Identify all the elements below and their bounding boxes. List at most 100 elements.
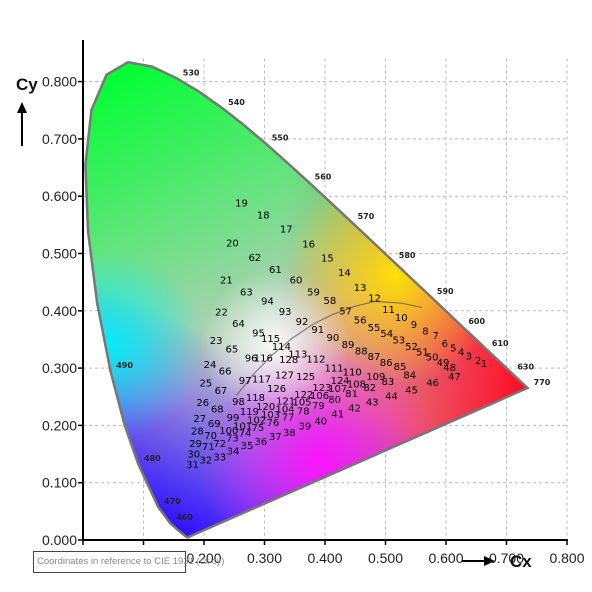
data-point-label: 82 [363,383,376,394]
data-point-label: 47 [448,372,461,383]
data-point-label: 96 [245,353,258,364]
wavelength-label: 590 [437,287,454,296]
wavelength-label: 490 [116,361,133,370]
data-point-label: 67 [215,386,228,397]
data-point-label: 69 [208,419,221,430]
y-tick-label: 0.400 [42,303,77,319]
y-tick-label: 0.300 [42,360,77,376]
data-point-label: 81 [345,389,358,400]
data-point-label: 75 [251,423,264,434]
data-point-label: 60 [290,275,303,286]
data-point-label: 59 [307,287,320,298]
data-point-label: 83 [382,377,395,388]
data-point-label: 106 [310,391,329,402]
data-point-label: 100 [219,426,238,437]
data-point-label: 43 [366,397,379,408]
data-point-label: 5 [450,344,456,355]
data-point-label: 80 [328,395,341,406]
data-point-label: 12 [368,294,381,305]
data-point-label: 51 [416,348,429,359]
data-point-label: 41 [331,409,344,420]
y-tick-label: 0.000 [42,532,77,548]
gamut-fill [85,62,528,538]
data-point-label: 25 [199,378,212,389]
x-axis-title: Cx [510,552,532,571]
data-point-label: 76 [267,418,280,429]
y-tick-label: 0.800 [42,74,77,90]
data-point-label: 34 [227,447,240,458]
data-point-label: 66 [219,366,232,377]
x-tick-label: 0.400 [307,550,342,566]
data-point-label: 128 [279,355,298,366]
data-point-label: 116 [254,353,273,364]
data-point-label: 31 [186,460,199,471]
data-point-label: 93 [279,307,292,318]
data-point-label: 90 [326,333,339,344]
data-point-label: 89 [342,340,355,351]
x-axis-arrow [462,556,495,566]
data-point-label: 46 [426,378,439,389]
data-point-label: 120 [256,402,275,413]
data-point-label: 122 [294,390,313,401]
coordinate-note-box [33,551,186,573]
data-point-label: 44 [385,392,398,403]
data-point-label: 79 [312,401,325,412]
data-point-label: 6 [442,339,448,350]
data-point-label: 65 [225,345,238,356]
data-point-label: 11 [382,305,395,316]
data-point-label: 68 [211,404,224,415]
data-point-label: 17 [280,224,293,235]
data-point-label: 19 [235,199,248,210]
data-point-label: 87 [368,352,381,363]
data-point-label: 113 [288,349,307,360]
data-point-label: 57 [339,306,352,317]
data-point-label: 54 [380,329,393,340]
data-point-label: 112 [306,354,325,365]
wavelength-label: 610 [492,339,509,348]
data-point-label: 109 [366,372,385,383]
x-tick-label: 0.600 [428,550,463,566]
data-point-label: 127 [275,370,294,381]
y-tick-label: 0.100 [42,475,77,491]
data-point-label: 30 [187,450,200,461]
data-point-label: 36 [255,437,268,448]
data-point-label: 123 [312,383,331,394]
data-point-label: 114 [272,342,291,353]
data-point-label: 74 [239,428,252,439]
data-point-label: 58 [323,296,336,307]
data-point-label: 102 [247,416,266,427]
data-point-label: 40 [314,416,327,427]
data-point-label: 38 [283,428,296,439]
data-point-label: 29 [189,439,202,450]
wavelength-label: 480 [144,454,161,463]
data-point-label: 98 [232,397,245,408]
x-tick-label: 0.300 [247,550,282,566]
data-point-label: 104 [276,404,295,415]
data-point-label: 52 [405,342,418,353]
data-point-label: 1 [481,359,487,370]
data-point-label: 70 [204,431,217,442]
data-point-label: 28 [191,427,204,438]
data-point-label: 18 [257,211,270,222]
data-point-label: 20 [226,239,239,250]
data-point-label: 4 [458,348,464,359]
planckian-locus [236,300,422,396]
data-point-label: 22 [215,307,228,318]
wavelength-label: 470 [164,497,181,506]
data-point-label: 85 [394,362,407,373]
data-point-label: 3 [466,352,472,363]
data-point-label: 21 [220,275,233,286]
data-point-label: 88 [355,346,368,357]
data-point-label: 95 [252,329,265,340]
data-point-label: 10 [395,313,408,324]
x-tick-label: 0.800 [549,550,584,566]
data-point-label: 97 [239,376,252,387]
y-axis-title: Cy [16,75,38,94]
data-point-label: 72 [213,439,226,450]
y-tick-label: 0.500 [42,246,77,262]
data-point-label: 84 [403,370,416,381]
spectral-locus [84,60,530,539]
wavelength-label: 630 [517,363,534,372]
data-point-label: 45 [405,385,418,396]
